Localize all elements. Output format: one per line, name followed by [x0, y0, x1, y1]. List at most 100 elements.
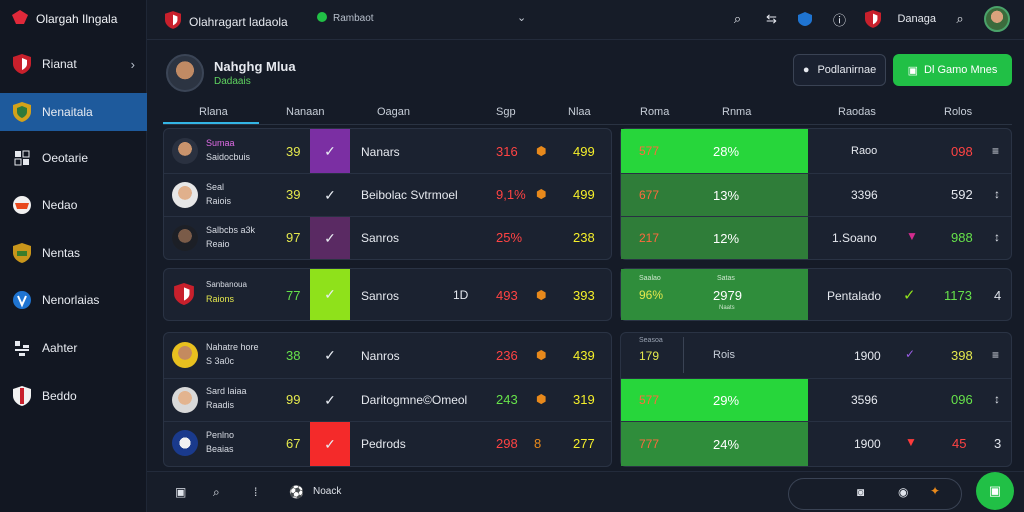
row-5-check[interactable]: ✓	[324, 347, 336, 363]
row-divider	[164, 378, 611, 379]
fire-icon[interactable]: ✦	[930, 484, 941, 498]
row-divider	[621, 173, 1011, 174]
secondary-button-label: Podlanirnae	[817, 64, 877, 76]
row-5-red: 236	[496, 348, 518, 363]
sidebar-item-label: Nenaitala	[42, 105, 93, 119]
profile-avatar[interactable]	[166, 54, 204, 92]
bottom-action-pill[interactable]	[788, 478, 962, 510]
sidebar-item-label: Nentas	[42, 246, 81, 260]
sidebar-item-2[interactable]: Nenaitala	[0, 93, 147, 131]
sidebar-item-4[interactable]: Nedao	[0, 186, 147, 224]
sidebar-item-label: Aahter	[42, 341, 78, 355]
col-header-1[interactable]: Rlana	[199, 106, 228, 118]
row-3-check[interactable]: ✓	[310, 217, 350, 259]
row-6-stat-cell[interactable]: 577 29%	[621, 379, 808, 421]
search-icon[interactable]: ⌕	[733, 11, 742, 26]
sidebar-item-1[interactable]: Rianat ›	[0, 45, 147, 83]
row-4-stat-a: 96%	[639, 288, 664, 302]
menu-icon[interactable]: ≡	[992, 348, 1000, 362]
row-7-check[interactable]: ✓	[310, 422, 350, 466]
col-header-2[interactable]: Nanaan	[286, 106, 325, 118]
row-1-stat-cell[interactable]: 577 28%	[621, 129, 808, 173]
share-icon[interactable]: ⇆	[766, 11, 777, 26]
globe-icon[interactable]: ◉	[898, 485, 909, 499]
club-icon[interactable]	[863, 9, 883, 29]
chevron-down-icon[interactable]: ⌄	[517, 12, 527, 24]
topbar-title[interactable]: Olahragart ladaola	[165, 11, 288, 32]
record-icon[interactable]: ◙	[857, 485, 865, 499]
col-header-8[interactable]: Raodas	[838, 106, 876, 118]
row-6-check[interactable]: ✓	[324, 391, 336, 408]
row-3-name[interactable]: Salbcbs a3k Reaio	[206, 225, 256, 249]
col-header-5[interactable]: Nlaa	[568, 106, 591, 118]
sidebar-item-8[interactable]: Beddo	[0, 377, 147, 415]
fab-button[interactable]: ▣	[976, 472, 1014, 510]
topbar-status[interactable]: Rambaot	[317, 12, 374, 25]
search-icon-2[interactable]: ⌕	[956, 11, 964, 26]
player-avatar[interactable]	[172, 387, 198, 413]
player-avatar[interactable]	[172, 225, 198, 251]
row-7-stat-cell[interactable]: 777 24%	[621, 422, 808, 466]
sort-icon[interactable]: ↕	[994, 230, 1000, 244]
row-1-check[interactable]: ✓	[310, 129, 350, 173]
primary-button[interactable]: ▣ Dl Gamo Mnes	[893, 54, 1012, 86]
row-6-name[interactable]: Sard laiaa Raadis	[206, 386, 247, 410]
row-4-stat-top-label: Saalao	[639, 275, 661, 282]
row-7-menu[interactable]: 3	[994, 436, 1002, 451]
sidebar-item-5[interactable]: Nentas	[0, 234, 147, 272]
row-4-check[interactable]: ✓	[310, 269, 350, 320]
row-4-red: 493	[496, 288, 518, 303]
row-3-stat-a: 217	[639, 231, 660, 245]
col-header-9[interactable]: Rolos	[944, 106, 973, 118]
row-4-menu[interactable]: 4	[994, 288, 1002, 303]
sidebar-item-label: Nenorlaias	[42, 293, 100, 307]
blue-badge-icon[interactable]	[795, 9, 815, 29]
menu-icon[interactable]: ≡	[992, 144, 1000, 158]
info-icon[interactable]: ⓘ	[832, 12, 846, 28]
player-avatar[interactable]	[172, 182, 198, 208]
row-2-name[interactable]: Seal Raiois	[206, 182, 232, 206]
brand[interactable]: Olargah Ilngala	[12, 10, 117, 27]
col-header-7[interactable]: Rnma	[722, 106, 752, 118]
row-7-red: 298	[496, 436, 518, 451]
sort-icon[interactable]: ↕	[994, 392, 1000, 406]
sidebar-item-7[interactable]: Aahter	[0, 329, 147, 367]
player-avatar[interactable]	[172, 342, 198, 368]
row-4-stat-cell[interactable]: Saalao 96% Satas 2979 Naats	[621, 269, 808, 320]
search-bottom-icon[interactable]: ⌕	[213, 485, 220, 499]
row-2-check[interactable]: ✓	[324, 186, 336, 203]
row-5-col8: 1900	[854, 349, 881, 363]
col-header-6[interactable]: Roma	[640, 106, 670, 118]
row-5-name[interactable]: Nahatre hore S 3a0c	[206, 342, 259, 366]
header-divider	[163, 124, 1012, 125]
row-5-stat-cell[interactable]: Seasoa 179 Rois	[621, 333, 808, 378]
row-1-name[interactable]: Sumaa Saidocbuis	[206, 138, 251, 162]
bottom-label[interactable]: Noack	[313, 486, 342, 497]
row-2-yellow: 499	[573, 187, 595, 202]
badge-v-icon: ✓	[905, 347, 916, 361]
chat-icon[interactable]: ▣	[175, 485, 187, 499]
avatar[interactable]	[984, 6, 1010, 32]
col-header-4[interactable]: Sgp	[496, 106, 516, 118]
row-7-name[interactable]: Penlno Beaias	[206, 430, 235, 454]
sidebar-item-label: Nedao	[42, 198, 78, 212]
ball-icon	[12, 195, 32, 215]
row-4-col8: Pentalado	[827, 289, 882, 303]
sidebar-item-6[interactable]: Nenorlaias	[0, 281, 147, 319]
row-divider	[621, 421, 1011, 422]
topbar-right-label[interactable]: Danaga	[897, 13, 936, 25]
row-1-yellow: 499	[573, 144, 595, 159]
row-7-col9: 45	[952, 436, 967, 451]
club-avatar[interactable]	[172, 430, 198, 456]
col-header-3[interactable]: Oagan	[377, 106, 411, 118]
row-3-stat-cell[interactable]: 217 12%	[621, 217, 808, 259]
ball-bottom-icon[interactable]: ⚽	[289, 485, 304, 499]
row-2-stat-cell[interactable]: 677 13%	[621, 174, 808, 216]
secondary-button[interactable]: ● Podlanirnae	[793, 54, 886, 86]
stats-icon[interactable]: ⁞	[254, 485, 258, 499]
player-avatar[interactable]	[172, 138, 198, 164]
sidebar-item-3[interactable]: Oeotarie	[0, 139, 147, 177]
sort-icon[interactable]: ↕	[994, 187, 1000, 201]
row-4-name[interactable]: Sanbanoua Raions	[206, 280, 247, 304]
